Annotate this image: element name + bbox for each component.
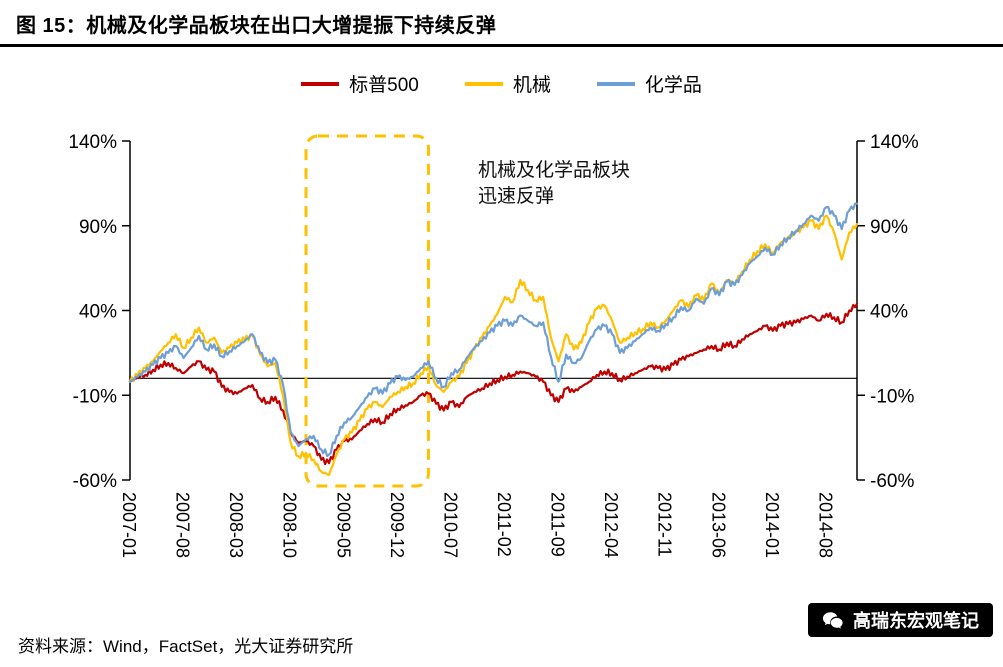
x-axis-label: 2010-07 xyxy=(440,492,460,558)
figure-title: 图 15：机械及化学品板块在出口大增提振下持续反弹 xyxy=(0,0,1003,47)
y-axis-label-left: 90% xyxy=(79,217,117,238)
wechat-icon xyxy=(822,611,844,630)
chart-legend: 标普500 机械 化学品 xyxy=(0,70,1003,97)
watermark-badge: 高瑞东宏观笔记 xyxy=(808,603,993,637)
line-chart: 机械及化学品板块 迅速反弹 140% 140% 90% 90% 40% 40% -10% -1… xyxy=(68,132,919,558)
y-axis-label-right: 140% xyxy=(870,132,919,153)
y-axis-label-right: -10% xyxy=(870,386,914,407)
legend-item-machinery: 机械 xyxy=(464,70,551,97)
y-axis-label-left: 40% xyxy=(79,302,117,323)
x-axis-label: 2014-08 xyxy=(815,492,835,558)
y-axis-label-left: -10% xyxy=(73,386,117,407)
series-line-chemicals xyxy=(128,202,859,458)
y-axis-label-right: -60% xyxy=(870,471,914,492)
annotation-line-2: 迅速反弹 xyxy=(478,185,554,207)
x-axis-label: 2013-06 xyxy=(708,492,728,558)
x-axis-label: 2007-01 xyxy=(119,492,139,558)
x-axis-label: 2011-09 xyxy=(548,492,568,557)
annotation-line-1: 机械及化学品板块 xyxy=(478,159,630,181)
highlight-box xyxy=(304,134,430,488)
legend-label: 化学品 xyxy=(644,75,702,96)
legend-item-sp500: 标普500 xyxy=(301,70,419,97)
y-axis-label-left: 140% xyxy=(68,132,117,153)
y-axis-label-right: 90% xyxy=(870,217,908,238)
x-axis-label: 2014-01 xyxy=(762,492,782,558)
x-axis-label: 2012-11 xyxy=(655,492,675,557)
legend-label: 机械 xyxy=(512,75,551,96)
legend-item-chemicals: 化学品 xyxy=(596,70,702,97)
y-axis-label-left: -60% xyxy=(73,471,117,492)
x-axis-label: 2011-02 xyxy=(494,492,514,557)
x-axis-label: 2007-08 xyxy=(173,492,193,558)
x-axis-label: 2008-10 xyxy=(280,492,300,558)
x-axis-label: 2009-05 xyxy=(333,492,353,558)
legend-label: 标普500 xyxy=(349,75,419,96)
watermark-label: 高瑞东宏观笔记 xyxy=(853,611,979,631)
x-axis-label: 2012-04 xyxy=(601,492,621,558)
x-axis-label: 2008-03 xyxy=(226,492,246,558)
legend-swatch xyxy=(464,81,503,86)
legend-swatch xyxy=(301,81,340,86)
legend-swatch xyxy=(596,81,635,86)
y-axis-label-right: 40% xyxy=(870,302,908,323)
source-text: 资料来源：Wind，FactSet，光大证券研究所 xyxy=(18,637,354,656)
series-line-sp500 xyxy=(128,302,859,466)
x-axis-label: 2009-12 xyxy=(387,492,407,558)
